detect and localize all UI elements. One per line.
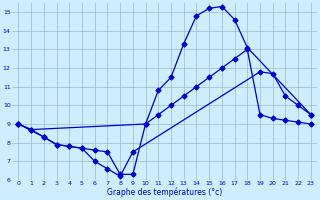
X-axis label: Graphe des températures (°c): Graphe des températures (°c) (107, 188, 222, 197)
